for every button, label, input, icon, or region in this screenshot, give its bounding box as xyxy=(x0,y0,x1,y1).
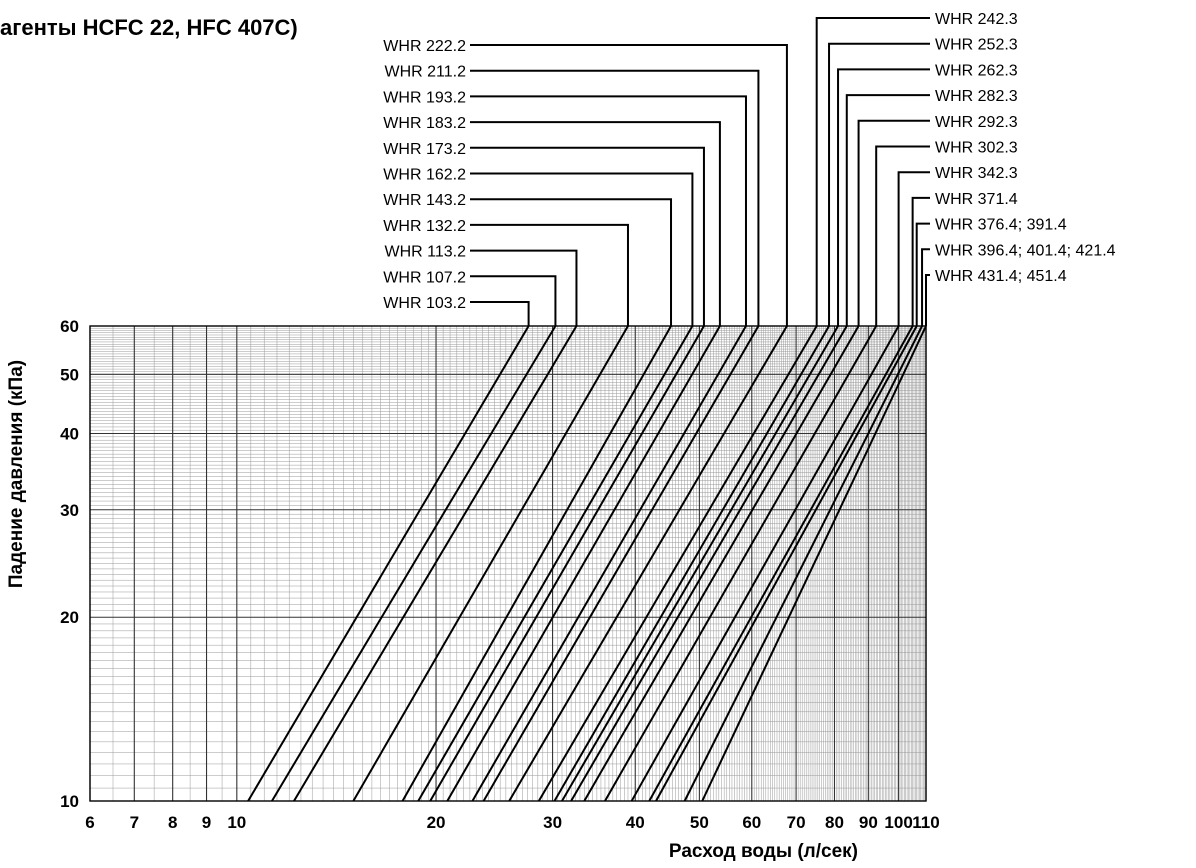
series-line xyxy=(701,325,927,802)
series-label: WHR 222.2 xyxy=(383,38,466,55)
x-axis-tick-labels: 6 7 8 9 10 20 30 40 50 60 70 80 90 100 110 xyxy=(85,813,939,832)
series-label: WHR 376.4; 391.4 xyxy=(935,217,1067,234)
x-axis-title: Расход воды (л/сек) xyxy=(669,841,858,862)
series-label: WHR 262.3 xyxy=(935,62,1018,79)
x-tick-label: 10 xyxy=(227,813,246,832)
series-label: WHR 211.2 xyxy=(384,64,466,81)
series-line xyxy=(293,325,578,802)
leader-line xyxy=(897,171,930,326)
x-tick-label: 6 xyxy=(85,813,94,832)
series-line xyxy=(630,325,900,802)
series-label: WHR 242.3 xyxy=(935,11,1018,28)
leader-line xyxy=(470,249,578,326)
series-line xyxy=(247,325,530,802)
series-label: WHR 143.2 xyxy=(383,192,466,209)
leader-line xyxy=(837,68,930,326)
x-tick-label: 70 xyxy=(787,813,806,832)
series-line xyxy=(271,325,557,802)
leader-line xyxy=(470,95,747,326)
x-tick-label: 7 xyxy=(130,813,139,832)
leader-line xyxy=(470,275,557,326)
series-label: WHR 342.3 xyxy=(935,165,1018,182)
series-label: WHR 371.4 xyxy=(935,191,1018,208)
y-tick-label: 60 xyxy=(60,317,79,336)
leader-line xyxy=(470,301,530,326)
x-tick-label: 30 xyxy=(543,813,562,832)
series-label: WHR 132.2 xyxy=(383,218,466,235)
series-label: WHR 107.2 xyxy=(383,269,466,286)
series-label: WHR 113.2 xyxy=(384,244,466,261)
series-label: WHR 252.3 xyxy=(935,37,1018,54)
series-label: WHR 302.3 xyxy=(935,140,1018,157)
series-line xyxy=(648,325,914,802)
x-tick-label: 110 xyxy=(912,813,939,832)
plot-frame xyxy=(89,325,927,802)
series-labels: WHR 103.2 WHR 107.2 WHR 113.2 WHR 132.2 WHR … xyxy=(383,11,1115,312)
series-line xyxy=(655,325,918,802)
x-tick-label: 60 xyxy=(742,813,761,832)
chart-title: агенты HCFC 22, HFC 407C) xyxy=(0,15,298,40)
series-line xyxy=(561,325,839,802)
series-label: WHR 103.2 xyxy=(383,295,466,312)
leader-line xyxy=(845,94,930,326)
series-line xyxy=(352,325,629,802)
y-axis-tick-labels: 10 20 30 40 50 60 xyxy=(60,317,79,811)
series-line xyxy=(508,325,788,802)
leader-line xyxy=(470,146,705,326)
y-axis-title: Падение давления (кПа) xyxy=(6,360,27,588)
series-line xyxy=(583,325,860,802)
series-leader-lines xyxy=(470,17,930,326)
x-tick-label: 90 xyxy=(859,813,878,832)
series-line xyxy=(417,325,694,802)
series-label: WHR 396.4; 401.4; 421.4 xyxy=(935,242,1116,259)
x-tick-label: 50 xyxy=(690,813,709,832)
series-line xyxy=(446,325,721,802)
leader-line xyxy=(911,196,930,326)
series-line xyxy=(553,325,830,802)
y-tick-label: 20 xyxy=(60,608,79,627)
leader-line xyxy=(815,17,930,326)
series-line xyxy=(429,325,705,802)
series-line xyxy=(604,325,878,802)
y-tick-label: 50 xyxy=(60,365,79,384)
leader-line xyxy=(470,44,788,326)
leader-line xyxy=(915,222,930,326)
series-line xyxy=(537,325,818,802)
x-tick-label: 40 xyxy=(626,813,645,832)
series-line xyxy=(570,325,848,802)
series-label: WHR 292.3 xyxy=(935,114,1018,131)
leader-line xyxy=(470,121,721,326)
leader-line xyxy=(875,145,930,326)
leader-line xyxy=(470,223,629,326)
y-tick-label: 10 xyxy=(60,792,79,811)
series-label: WHR 282.3 xyxy=(935,88,1018,105)
series-label: WHR 183.2 xyxy=(383,115,466,132)
x-tick-label: 8 xyxy=(168,813,177,832)
leader-line xyxy=(470,69,760,326)
leader-line xyxy=(828,42,930,326)
series-line xyxy=(683,325,923,802)
leader-line xyxy=(921,248,930,326)
y-tick-label: 30 xyxy=(60,501,79,520)
series-lines xyxy=(247,325,927,802)
leader-line xyxy=(925,274,930,326)
series-label: WHR 173.2 xyxy=(383,141,466,158)
series-line xyxy=(482,325,760,802)
x-tick-label: 100 xyxy=(884,813,912,832)
x-tick-label: 9 xyxy=(202,813,211,832)
y-tick-label: 40 xyxy=(60,424,79,443)
series-label: WHR 431.4; 451.4 xyxy=(935,268,1067,285)
series-line xyxy=(471,325,747,802)
x-tick-label: 80 xyxy=(825,813,844,832)
x-tick-label: 20 xyxy=(427,813,446,832)
leader-line xyxy=(470,172,694,326)
series-line xyxy=(401,325,672,802)
leader-line xyxy=(470,198,673,326)
minor-grid xyxy=(90,326,926,801)
leader-line xyxy=(857,119,930,326)
series-label: WHR 193.2 xyxy=(383,89,466,106)
series-label: WHR 162.2 xyxy=(383,167,466,184)
